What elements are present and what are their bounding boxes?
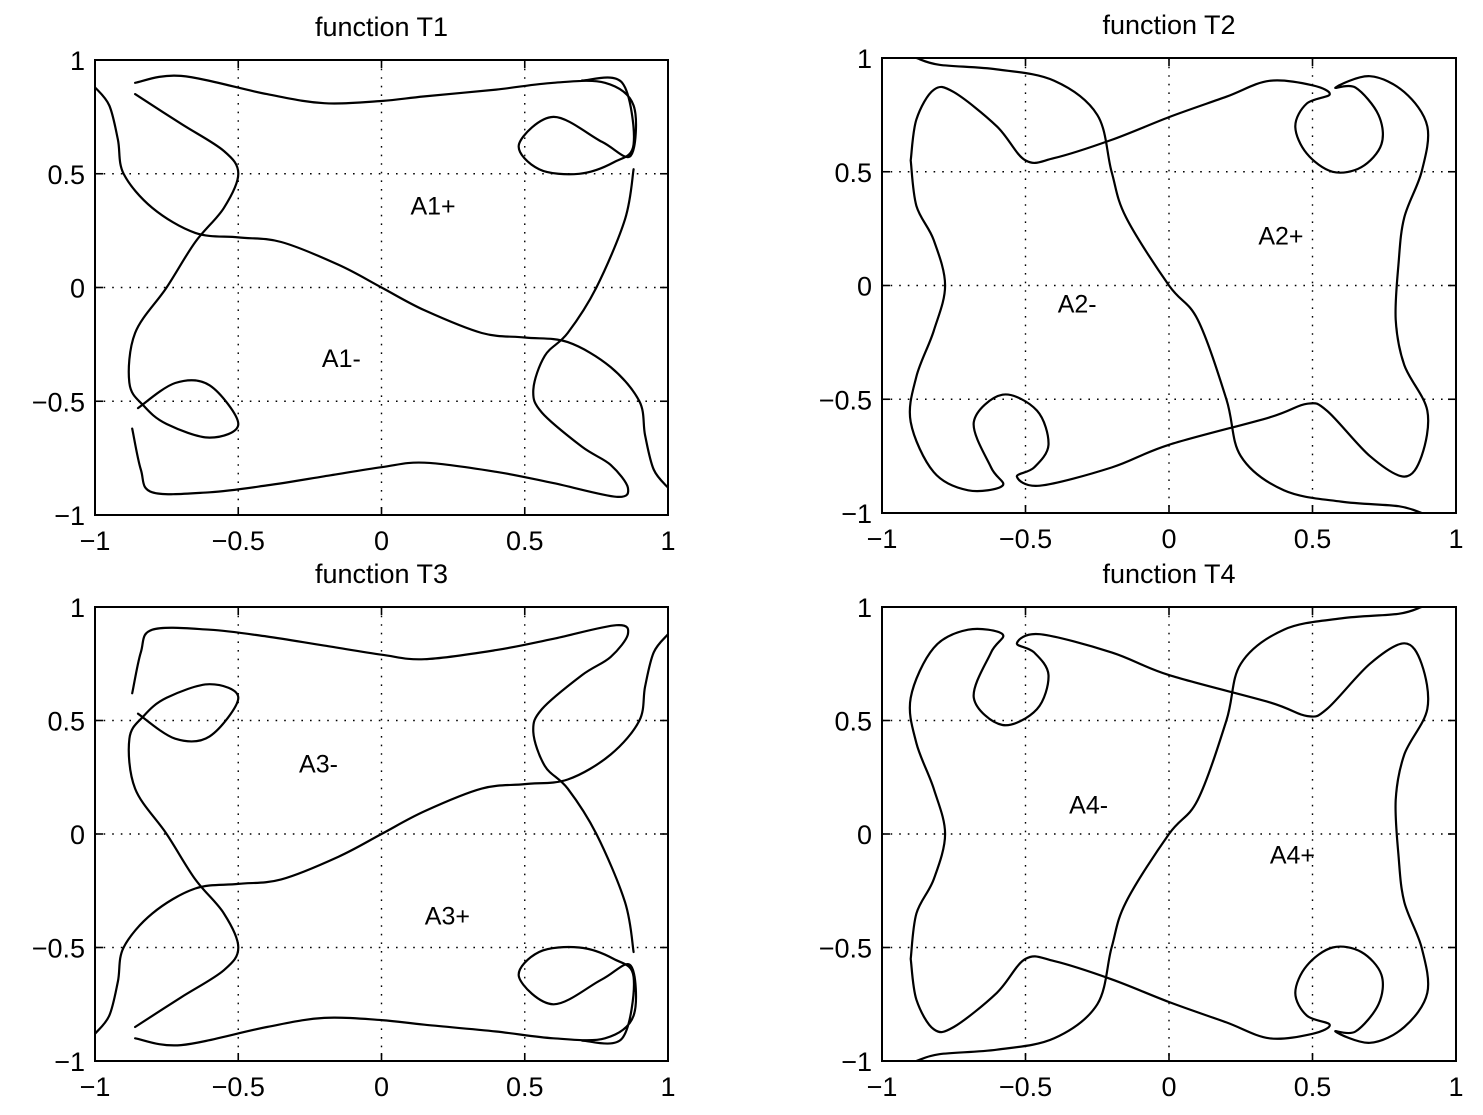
x-tick-label: 0.5	[1294, 1072, 1332, 1102]
y-tick-label: 0	[857, 820, 872, 850]
contour-curve	[95, 86, 668, 489]
contour-curve	[134, 74, 638, 176]
x-tick-label: −1	[867, 524, 898, 554]
x-tick-label: 1	[660, 1072, 675, 1102]
y-tick-label: 1	[70, 46, 85, 76]
contour-curve	[915, 58, 1423, 513]
region-label: A2-	[1058, 291, 1097, 319]
x-tick-label: 0	[374, 526, 389, 556]
x-tick-label: −0.5	[212, 1072, 265, 1102]
region-label: A1+	[410, 193, 455, 221]
x-tick-label: −0.5	[212, 526, 265, 556]
contour-curve	[908, 627, 1430, 1044]
axes-frame	[881, 606, 1457, 1062]
subplot-3: −1 −0.5 0 0.5 1 −1 −0.5 0 0.5 1 function T3 A3- A3+	[32, 559, 676, 1102]
y-tick-label: −1	[841, 499, 872, 529]
y-tick-label: −0.5	[819, 385, 872, 415]
region-label: A3-	[299, 751, 338, 779]
y-tick-label: 1	[857, 593, 872, 623]
y-tick-label: −1	[841, 1047, 872, 1077]
y-tick-label: 0.5	[47, 707, 85, 737]
y-tick-label: 0.5	[834, 158, 872, 188]
y-tick-label: 0	[857, 272, 872, 302]
plot-title: function T2	[1102, 10, 1235, 40]
x-tick-label: 0.5	[506, 526, 544, 556]
y-tick-label: −1	[54, 1047, 85, 1077]
region-label: A3+	[425, 903, 470, 931]
y-tick-label: 0.5	[47, 160, 85, 190]
contour-curve	[908, 75, 1430, 493]
x-tick-label: 0.5	[506, 1072, 544, 1102]
plot-title: function T1	[315, 12, 448, 42]
y-tick-label: −0.5	[32, 387, 85, 417]
plot-title: function T4	[1102, 559, 1235, 589]
subplot-4: −1 −0.5 0 0.5 1 −1 −0.5 0 0.5 1 function T4 A4- A4+	[819, 559, 1464, 1102]
x-tick-label: −1	[867, 1072, 898, 1102]
x-tick-label: 0	[1161, 524, 1176, 554]
x-tick-label: −0.5	[999, 1072, 1052, 1102]
subplot-1: −1 −0.5 0 0.5 1 −1 −0.5 0 0.5 1 function T1 A1+ A1-	[32, 12, 676, 556]
x-tick-label: −1	[80, 526, 111, 556]
contour-curve	[915, 607, 1423, 1061]
y-tick-label: −0.5	[32, 934, 85, 964]
y-tick-label: 1	[70, 593, 85, 623]
y-tick-label: 0	[70, 820, 85, 850]
y-tick-label: −0.5	[819, 934, 872, 964]
y-tick-label: 0.5	[834, 707, 872, 737]
x-tick-label: −1	[80, 1072, 111, 1102]
y-tick-label: 1	[857, 44, 872, 74]
region-label: A4-	[1069, 791, 1108, 819]
axes-frame	[881, 57, 1457, 514]
x-tick-label: 0.5	[1294, 524, 1332, 554]
x-tick-label: 0	[1161, 1072, 1176, 1102]
region-label: A4+	[1270, 841, 1315, 869]
contour-curve	[127, 93, 240, 439]
plot-title: function T3	[315, 559, 448, 589]
x-tick-label: −0.5	[999, 524, 1052, 554]
x-tick-label: 1	[660, 526, 675, 556]
contour-curve	[127, 683, 240, 1029]
contour-curve	[95, 633, 668, 1035]
region-label: A1-	[322, 345, 361, 373]
y-tick-label: −1	[54, 501, 85, 531]
y-tick-label: 0	[70, 274, 85, 304]
axes-frame	[94, 606, 669, 1062]
region-label: A2+	[1258, 222, 1303, 250]
x-tick-label: 0	[374, 1072, 389, 1102]
contour-curve	[131, 624, 635, 954]
subplot-2: −1 −0.5 0 0.5 1 −1 −0.5 0 0.5 1 function T2 A2+ A2-	[819, 10, 1464, 554]
x-tick-label: 1	[1448, 524, 1463, 554]
x-tick-label: 1	[1448, 1072, 1463, 1102]
contour-curve	[131, 168, 635, 498]
contour-curve	[134, 945, 638, 1047]
axes-frame	[94, 59, 669, 516]
